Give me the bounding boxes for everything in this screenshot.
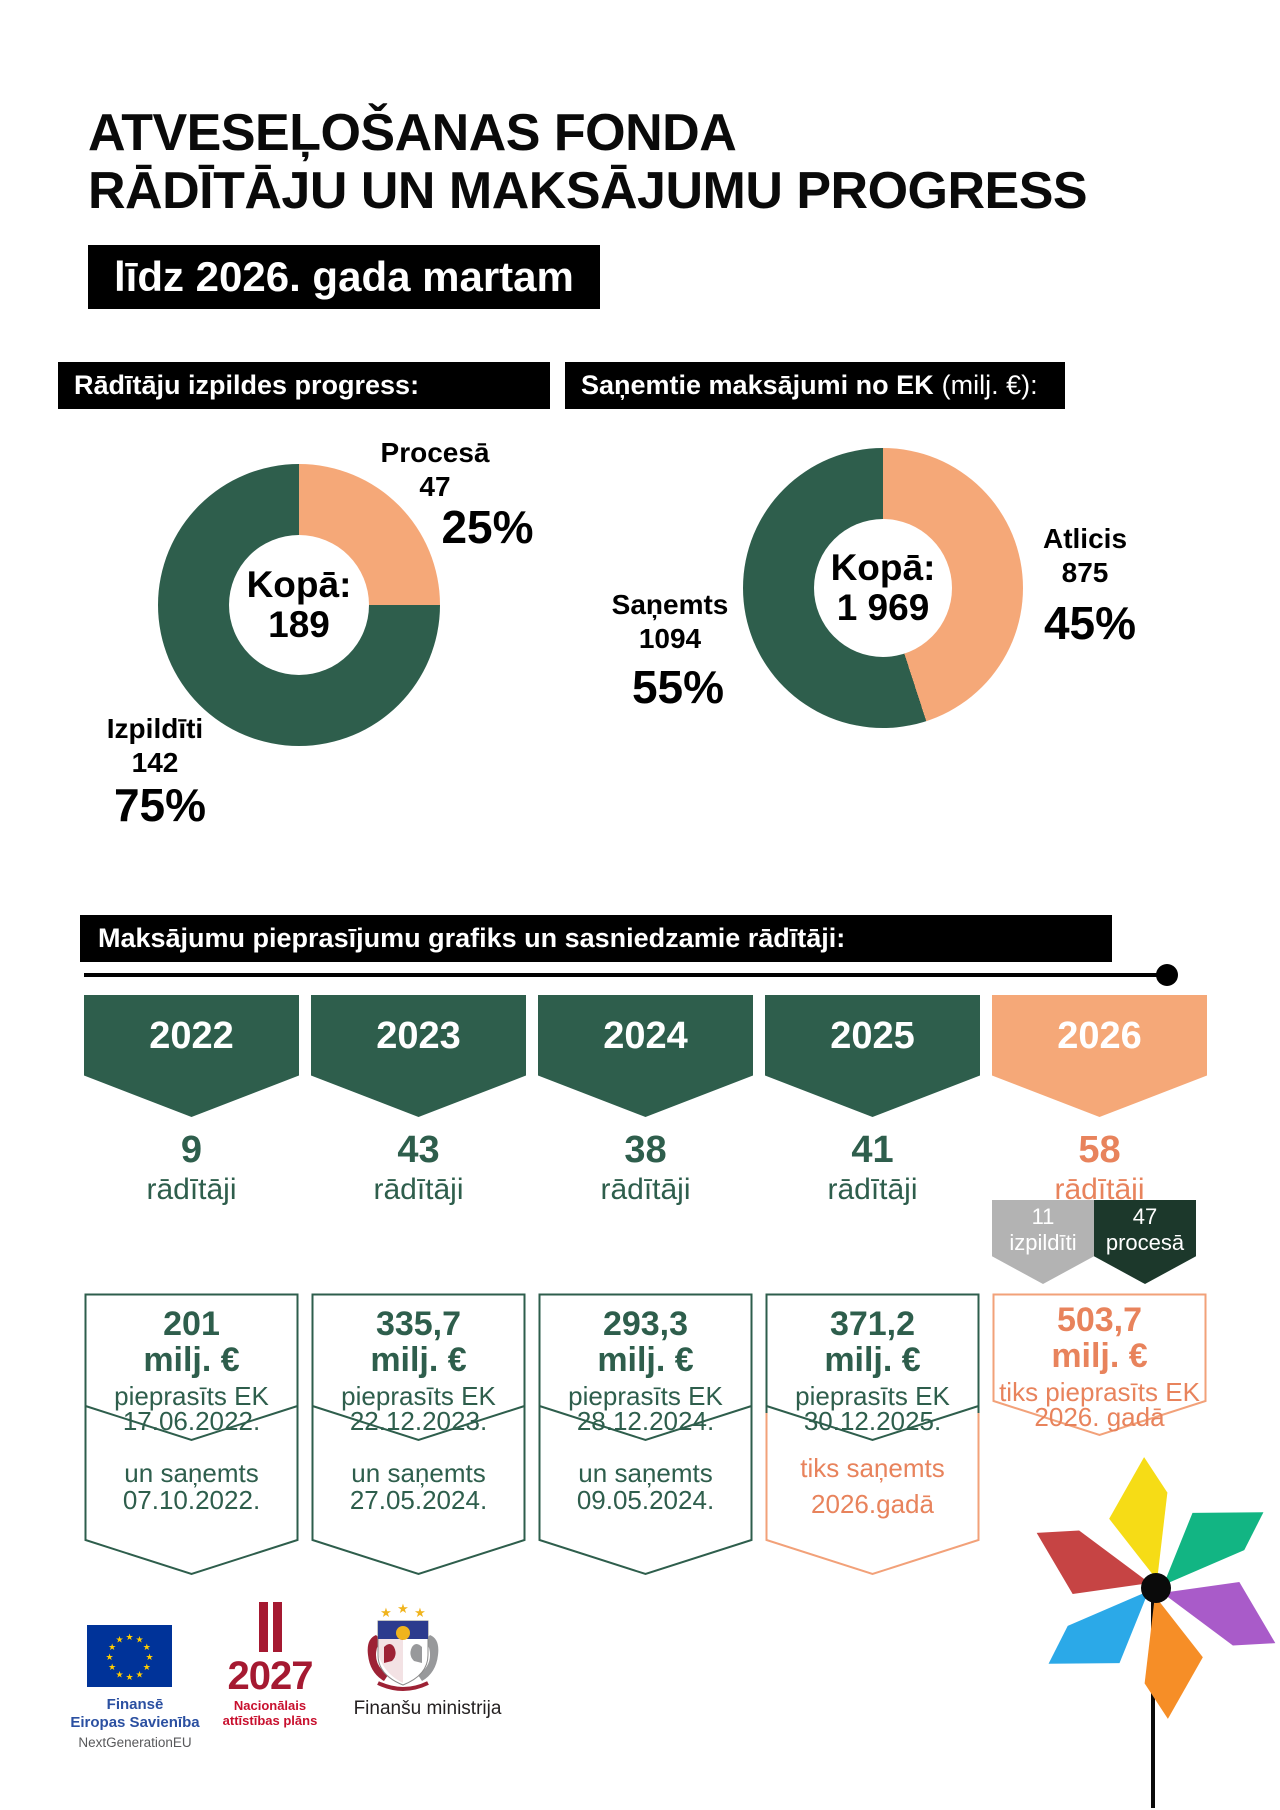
- indicator-count-2024: 38 rādītāji: [600, 1129, 691, 1206]
- latvia-coat-of-arms-icon: ★ ★ ★: [367, 1603, 439, 1691]
- payments-donut-hole: [814, 519, 952, 657]
- year-pennant-2022: 2022: [84, 995, 299, 1117]
- svg-text:★: ★: [108, 1643, 116, 1653]
- svg-text:★: ★: [414, 1606, 426, 1621]
- in-progress-percent: 25%: [441, 501, 534, 553]
- payment-card-outline: [765, 1293, 980, 1576]
- indicator-count-2025: 41 rādītāji: [827, 1129, 918, 1206]
- svg-text:★: ★: [397, 1603, 409, 1617]
- payments-donut-chart: Kopā: 1 969: [743, 448, 1023, 728]
- svg-text:★: ★: [115, 1636, 123, 1646]
- svg-text:★: ★: [380, 1606, 392, 1621]
- payments-header-note: (milj. €):: [941, 370, 1038, 400]
- remaining-label: Atlicis 875: [1042, 523, 1128, 588]
- year-pennant-2023: 2023: [311, 995, 526, 1117]
- payment-card-outline: [538, 1293, 753, 1576]
- eu-funding-label: Finansē Eiropas Savienība NextGeneration…: [70, 1696, 200, 1750]
- svg-text:★: ★: [108, 1663, 116, 1673]
- pinwheel-icon: [1036, 1457, 1276, 1808]
- completed-percent: 75%: [113, 779, 207, 831]
- remaining-percent: 45%: [1043, 597, 1137, 649]
- payment-card-2022: 201 milj. € pieprasīts EK 17.06.2022. un…: [84, 1293, 299, 1588]
- nap-bars-icon: [212, 1602, 328, 1654]
- svg-text:★: ★: [135, 1670, 143, 1680]
- received-percent: 55%: [631, 661, 725, 713]
- payment-card-outline: [84, 1293, 299, 1576]
- payment-card-2026: 503,7 milj. € tiks pieprasīts EK 2026. g…: [992, 1293, 1207, 1588]
- timeline-axis: [84, 973, 1160, 977]
- page-title: ATVESEĻOŠANAS FONDA RĀDĪTĀJU UN MAKSĀJUM…: [88, 104, 1088, 220]
- payments-header-bold: Saņemtie maksājumi no EK: [581, 370, 934, 400]
- svg-text:★: ★: [145, 1653, 153, 1663]
- badge-2026-done: 11 izpildīti: [992, 1200, 1094, 1284]
- indicator-count-2026: 58 rādītāji: [1054, 1129, 1145, 1206]
- subtitle-banner: līdz 2026. gada martam: [88, 245, 600, 309]
- page-title-line2: RĀDĪTĀJU UN MAKSĀJUMU PROGRESS: [88, 162, 1088, 220]
- payment-card-2024: 293,3 milj. € pieprasīts EK 28.12.2024. …: [538, 1293, 753, 1588]
- received-label: Saņemts 1094: [611, 589, 729, 654]
- finance-ministry-label: Finanšu ministrija: [353, 1698, 502, 1719]
- payment-card-2023: 335,7 milj. € pieprasīts EK 22.12.2023. …: [311, 1293, 526, 1588]
- indicators-donut-center: Kopā: 189: [246, 564, 352, 645]
- badge-2026-in-progress: 47 procesā: [1094, 1200, 1196, 1284]
- svg-text:★: ★: [105, 1653, 113, 1663]
- svg-text:★: ★: [125, 1673, 133, 1683]
- completed-label: Izpildīti 142: [106, 713, 204, 778]
- payments-donut-center: Kopā: 1 969: [830, 547, 936, 628]
- year-pennant-2024: 2024: [538, 995, 753, 1117]
- page-title-line1: ATVESEĻOŠANAS FONDA: [88, 104, 737, 162]
- svg-text:★: ★: [125, 1633, 133, 1643]
- year-pennant-2025: 2025: [765, 995, 980, 1117]
- indicator-count-2023: 43 rādītāji: [373, 1129, 464, 1206]
- svg-text:★: ★: [143, 1663, 151, 1673]
- svg-text:★: ★: [135, 1636, 143, 1646]
- year-pennant-2026: 2026: [992, 995, 1207, 1117]
- indicators-section-header: Rādītāju izpildes progress:: [58, 362, 550, 409]
- payment-card-outline: [311, 1293, 526, 1576]
- payment-card-outline: [992, 1293, 1207, 1437]
- timeline-endpoint-dot: [1156, 964, 1178, 986]
- payment-card-2025: 371,2 milj. € pieprasīts EK 30.12.2025. …: [765, 1293, 980, 1588]
- svg-text:★: ★: [115, 1670, 123, 1680]
- indicators-donut-chart: Kopā: 189: [158, 464, 440, 746]
- nap-2027-logo: 2027 Nacionālais attīstības plāns: [212, 1602, 328, 1728]
- svg-text:★: ★: [143, 1643, 151, 1653]
- indicators-donut-hole: [229, 535, 369, 675]
- eu-flag-icon: ★ ★★ ★★★ ★★★ ★★★: [87, 1625, 172, 1687]
- payments-section-header: Saņemtie maksājumi no EK (milj. €):: [565, 362, 1065, 409]
- indicator-count-2022: 9 rādītāji: [146, 1129, 237, 1206]
- in-progress-label: Procesā 47: [380, 437, 490, 502]
- timeline-section-header: Maksājumu pieprasījumu grafiks un sasnie…: [80, 915, 1112, 962]
